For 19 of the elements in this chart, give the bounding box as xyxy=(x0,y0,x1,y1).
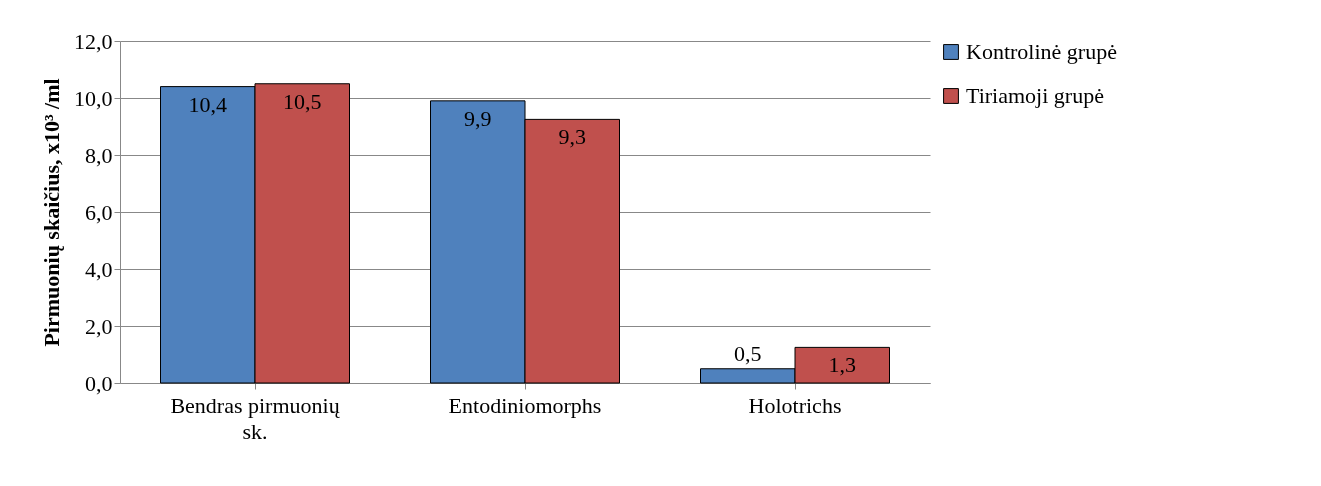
legend-label: Kontrolinė grupė xyxy=(966,39,1117,64)
data-label: 10,4 xyxy=(188,91,227,117)
legend-label: Tiriamoji grupė xyxy=(966,83,1104,108)
data-label: 1,3 xyxy=(828,352,856,378)
data-label: 0,5 xyxy=(734,340,762,366)
y-tick-label: 12,0 xyxy=(74,28,113,54)
y-axis-title: Pirmuonių skaičius, x10³ /ml xyxy=(39,78,64,347)
y-tick-label: 10,0 xyxy=(74,85,113,111)
data-label: 9,3 xyxy=(558,124,586,150)
x-tick-label: Entodiniomorphs xyxy=(448,392,602,418)
x-tick-label: Bendras pirmuonių sk. xyxy=(170,392,341,444)
y-tick-label: 4,0 xyxy=(85,256,113,282)
y-tick-label: 8,0 xyxy=(85,142,113,168)
data-label: 10,5 xyxy=(283,88,322,114)
y-tick-label: 6,0 xyxy=(85,199,113,225)
y-tick-label: 0,0 xyxy=(85,370,113,396)
y-tick-label: 2,0 xyxy=(85,313,113,339)
data-label: 9,9 xyxy=(464,105,492,131)
x-tick-label: Holotrichs xyxy=(748,392,842,418)
